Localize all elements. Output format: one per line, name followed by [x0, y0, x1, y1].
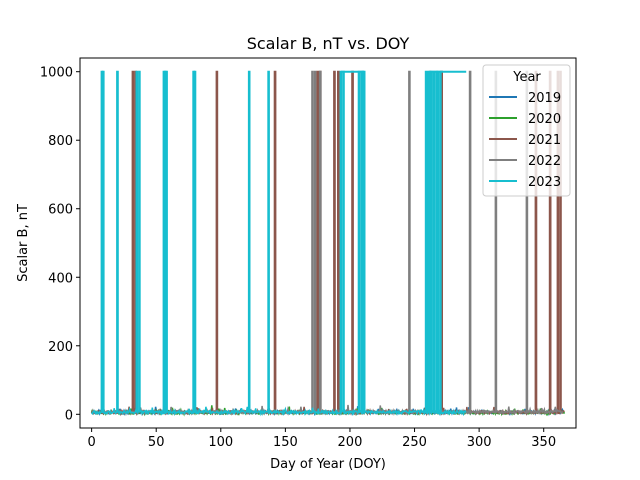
plot-frame — [79, 57, 577, 429]
legend-label-2019: 2019 — [528, 91, 561, 106]
spike-2021 — [131, 70, 135, 413]
y-tick-label: 800 — [48, 134, 73, 149]
legend-label-2020: 2020 — [528, 112, 561, 127]
x-axis-label: Day of Year (DOY) — [270, 457, 386, 472]
legend-title: Year — [512, 70, 541, 85]
x-tick-label: 250 — [402, 435, 427, 450]
spike-2023 — [339, 70, 343, 413]
spike-2021 — [316, 70, 319, 413]
spike-2023 — [135, 70, 139, 413]
y-tick-label: 600 — [48, 203, 73, 218]
series-line-2023 — [91, 406, 467, 417]
spike-2021 — [215, 70, 219, 413]
spike-2023 — [138, 70, 141, 413]
x-tick-label: 150 — [273, 435, 298, 450]
spike-2021 — [333, 70, 336, 413]
legend-label-2022: 2022 — [528, 154, 561, 169]
y-axis-label: Scalar B, nT — [16, 204, 31, 282]
x-tick-label: 200 — [338, 435, 363, 450]
y-tick-label: 1000 — [40, 66, 73, 81]
spike-2021 — [337, 70, 340, 413]
spike-2023 — [267, 70, 270, 413]
x-tick-label: 0 — [87, 435, 95, 450]
series-2023 — [91, 70, 467, 417]
chart-title: Scalar B, nT vs. DOY — [247, 34, 410, 53]
spike-2023 — [436, 70, 440, 413]
spike-2023 — [165, 70, 168, 413]
spike-2022 — [468, 70, 472, 413]
spike-2022 — [318, 70, 322, 413]
spike-2023 — [193, 70, 197, 413]
spike-2023 — [357, 70, 361, 413]
spike-2023 — [247, 70, 251, 413]
spike-2021 — [273, 70, 277, 413]
x-tick-label: 300 — [467, 435, 492, 450]
x-tick-label: 350 — [531, 435, 556, 450]
spike-2022 — [313, 70, 317, 413]
spike-2023 — [430, 70, 433, 413]
x-tick-label: 100 — [208, 435, 233, 450]
spike-2023 — [439, 70, 442, 413]
spike-2023 — [424, 70, 428, 413]
spike-2023 — [116, 70, 119, 413]
spike-2022 — [311, 70, 314, 413]
y-tick-label: 400 — [48, 271, 73, 286]
spike-2023 — [427, 70, 431, 413]
spike-2023 — [101, 70, 105, 413]
spike-2021 — [351, 70, 354, 413]
x-tick-label: 50 — [148, 435, 165, 450]
legend-label-2021: 2021 — [528, 133, 561, 148]
spike-2023 — [432, 70, 436, 413]
legend-label-2023: 2023 — [528, 175, 561, 190]
spike-2023 — [362, 70, 366, 413]
y-tick-label: 200 — [48, 340, 73, 355]
spike-2023 — [342, 70, 345, 413]
legend: Year 2019 2020 2021 2022 2023 — [482, 64, 571, 197]
y-tick-label: 0 — [65, 408, 73, 423]
spike-2022 — [408, 70, 411, 413]
